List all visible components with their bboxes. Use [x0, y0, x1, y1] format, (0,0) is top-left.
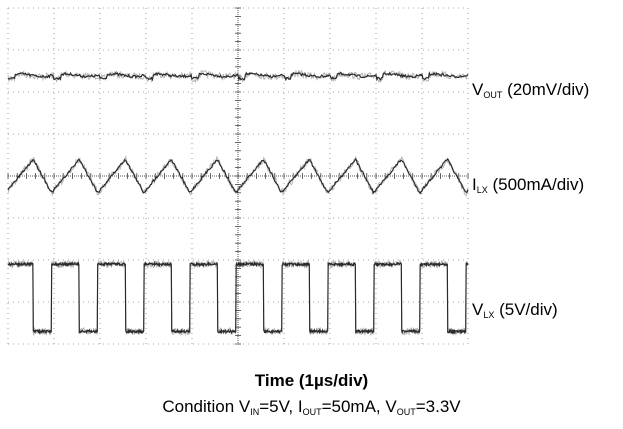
vout-trace [7, 70, 469, 82]
ilx-trace-label: ILX (500mA/div) [472, 175, 585, 195]
vlx-trace [7, 260, 469, 335]
test-condition-caption: Condition VIN=5V, IOUT=50mA, VOUT=3.3V [162, 397, 461, 417]
vlx-trace-label: VLX (5V/div) [472, 300, 558, 320]
vout-trace-label: VOUT (20mV/div) [472, 80, 590, 100]
ilx-trace [7, 157, 469, 195]
vlx-trace-envelope [7, 259, 469, 337]
x-axis-label: Time (1µs/div) [254, 371, 369, 390]
